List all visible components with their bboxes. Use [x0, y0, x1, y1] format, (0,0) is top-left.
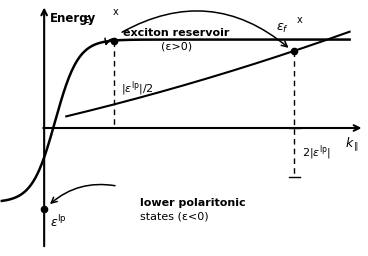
Text: lower polaritonic: lower polaritonic: [140, 198, 245, 208]
Text: exciton reservoir: exciton reservoir: [123, 28, 230, 38]
Text: Energy: Energy: [50, 12, 96, 25]
Text: $|\varepsilon^{\rm lp}|/2$: $|\varepsilon^{\rm lp}|/2$: [121, 79, 154, 98]
Text: $\varepsilon^{\rm lp}$: $\varepsilon^{\rm lp}$: [50, 214, 67, 230]
Text: $k_{\parallel}$: $k_{\parallel}$: [344, 135, 359, 153]
Text: $\varepsilon_f$: $\varepsilon_f$: [276, 22, 289, 35]
Text: x: x: [296, 15, 302, 25]
Text: (ε>0): (ε>0): [161, 42, 192, 52]
Text: $\varepsilon_i$: $\varepsilon_i$: [83, 15, 94, 28]
Text: x: x: [112, 7, 118, 17]
Text: $2|\varepsilon^{\rm lp}|$: $2|\varepsilon^{\rm lp}|$: [302, 143, 331, 162]
Text: states (ε<0): states (ε<0): [140, 212, 208, 222]
